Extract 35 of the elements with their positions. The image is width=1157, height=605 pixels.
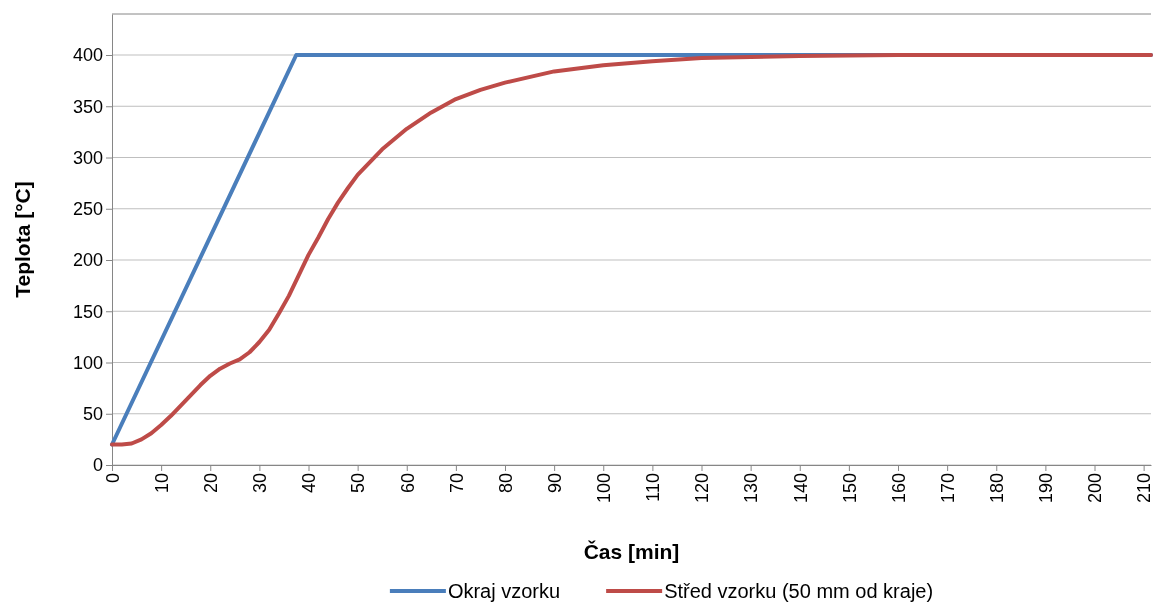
x-tick-label: 20 (201, 473, 222, 494)
x-tick-label: 140 (790, 473, 811, 504)
y-tick-label: 400 (72, 45, 103, 66)
x-tick-label: 190 (1036, 473, 1057, 504)
legend-label: Střed vzorku (50 mm od kraje) (664, 580, 934, 602)
x-tick-label: 60 (397, 473, 418, 494)
x-tick-label: 110 (643, 473, 664, 502)
x-axis-title: Čas [min] (583, 540, 680, 563)
x-tick-label: 170 (937, 473, 958, 504)
x-tick-label: 0 (102, 473, 123, 484)
x-tick-label: 10 (151, 473, 172, 494)
x-tick-label: 50 (348, 473, 369, 494)
x-tick-label: 210 (1134, 473, 1155, 504)
y-tick-label: 350 (72, 96, 103, 117)
y-tick-label: 100 (72, 352, 103, 373)
y-tick-label: 200 (72, 250, 103, 271)
y-tick-label: 150 (72, 301, 103, 322)
y-axis-title: Teplota [°C] (11, 181, 34, 298)
x-tick-label: 160 (888, 473, 909, 504)
x-tick-label: 180 (987, 473, 1008, 504)
x-tick-label: 90 (544, 473, 565, 494)
x-tick-label: 120 (692, 473, 713, 504)
x-tick-label: 40 (299, 473, 320, 494)
x-tick-label: 100 (594, 473, 615, 504)
y-tick-label: 250 (72, 199, 103, 220)
x-tick-label: 150 (839, 473, 860, 504)
x-tick-label: 200 (1085, 473, 1106, 504)
legend-label: Okraj vzorku (447, 580, 561, 602)
y-tick-label: 300 (72, 147, 103, 168)
x-tick-label: 130 (741, 473, 762, 504)
y-tick-label: 50 (82, 404, 103, 425)
x-tick-label: 80 (495, 473, 516, 494)
x-tick-label: 70 (446, 473, 467, 494)
x-tick-label: 30 (250, 473, 271, 494)
y-tick-label: 0 (92, 455, 103, 476)
